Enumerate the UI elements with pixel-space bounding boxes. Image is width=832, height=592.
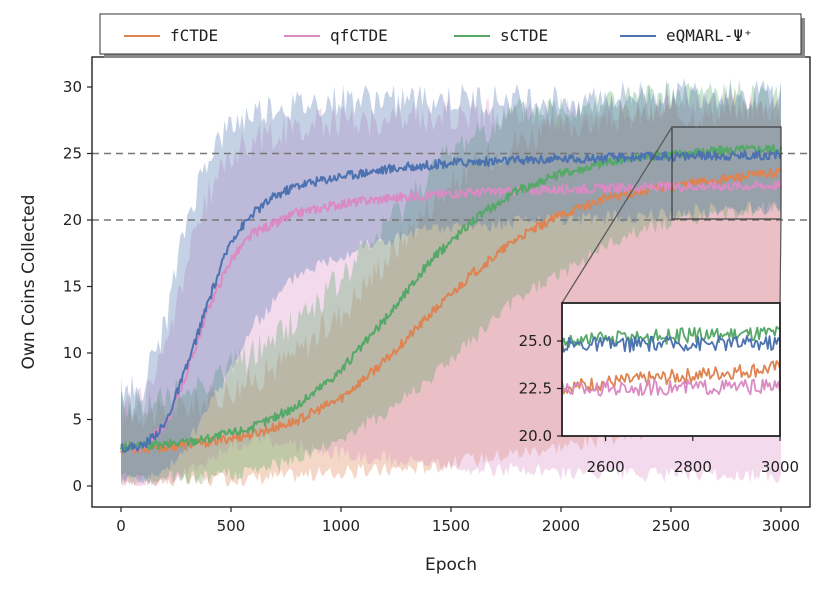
y-tick-label: 30 (63, 78, 82, 96)
legend-item-sctde: sCTDE (454, 26, 548, 45)
x-tick-label: 1500 (432, 517, 470, 535)
series-lines (120, 143, 782, 455)
legend-box (99, 13, 802, 55)
line-eqmarl (120, 149, 782, 453)
inset-x-tick-label: 3000 (761, 458, 799, 476)
inset-background (562, 303, 780, 436)
inset-x-tick-label: 2800 (674, 458, 712, 476)
zoom-region-box (671, 126, 782, 220)
inset-zoom-plot: 2600 2800 3000 20.0 22.5 25.0 (519, 302, 799, 476)
x-tick-label: 1000 (322, 517, 360, 535)
zoom-indicator (561, 126, 782, 304)
legend: fCTDE qfCTDE sCTDE eQMARL-Ψ⁺ (99, 13, 805, 58)
y-tick-label: 15 (63, 278, 82, 296)
x-tick-label: 2500 (652, 517, 690, 535)
inset-line-eqmarl (562, 334, 780, 353)
inset-frame (561, 302, 781, 437)
inset-y-tick-label: 20.0 (519, 427, 552, 445)
legend-item-fctde: fCTDE (124, 26, 218, 45)
x-tick-label: 2000 (542, 517, 580, 535)
band-sctde (121, 77, 781, 486)
inset-series-lines (562, 325, 780, 397)
inset-x-axis: 2600 2800 3000 (587, 436, 799, 476)
y-tick-label: 20 (63, 211, 82, 229)
x-axis: 0 500 1000 1500 2000 2500 3000 (116, 507, 800, 535)
zoom-connector-left (561, 126, 673, 304)
legend-item-eqmarl: eQMARL-Ψ⁺ (620, 26, 753, 45)
y-axis: 0 5 10 15 20 25 30 (63, 78, 92, 495)
y-tick-label: 5 (72, 411, 82, 429)
inset-y-tick-label: 25.0 (519, 332, 552, 350)
y-axis-label: Own Coins Collected (19, 195, 39, 370)
x-tick-label: 3000 (762, 517, 800, 535)
y-tick-label: 25 (63, 145, 82, 163)
inset-y-axis: 20.0 22.5 25.0 (519, 332, 562, 445)
inset-line-qfctde (562, 378, 780, 397)
band-eqmarl (121, 78, 781, 485)
legend-label: eQMARL-Ψ⁺ (666, 26, 753, 45)
x-axis-label: Epoch (425, 555, 477, 575)
zoom-connector-right (779, 218, 782, 304)
legend-label: fCTDE (170, 26, 218, 45)
y-tick-label: 10 (63, 344, 82, 362)
inset-x-tick-label: 2600 (587, 458, 625, 476)
legend-label: qfCTDE (330, 26, 388, 45)
y-tick-label: 0 (72, 477, 82, 495)
legend-label: sCTDE (500, 26, 548, 45)
x-tick-label: 500 (217, 517, 246, 535)
inset-y-tick-label: 22.5 (519, 380, 552, 398)
legend-item-qfctde: qfCTDE (284, 26, 388, 45)
line-qfctde (120, 180, 782, 454)
x-tick-label: 0 (116, 517, 126, 535)
